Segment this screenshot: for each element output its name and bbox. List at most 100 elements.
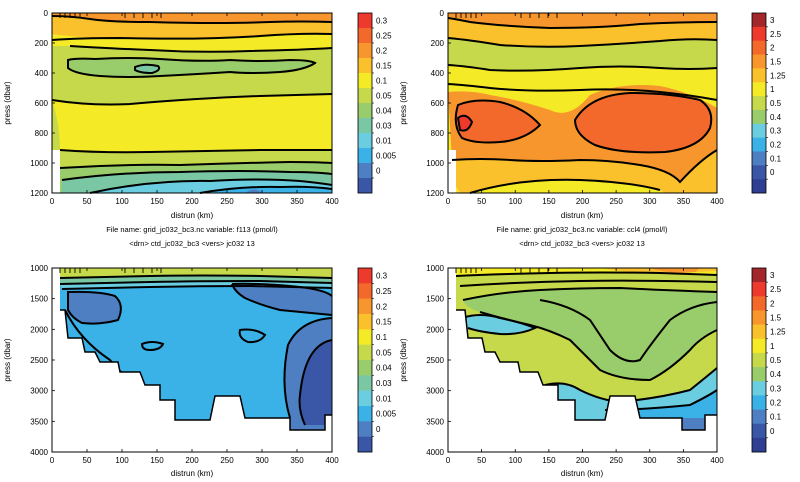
run-info-line: <drn> ctd_jc032_bc3 <vers> jc032 13: [519, 239, 645, 248]
contour-lines: [455, 271, 718, 411]
colorbar-label: 0: [376, 167, 381, 176]
colorbar-label: 1.25: [770, 328, 786, 337]
colorbar-label: 3: [770, 16, 775, 25]
x-tick-label: 150: [542, 197, 556, 206]
x-tick-label: 150: [542, 456, 556, 465]
colorbar-swatch: [358, 314, 372, 330]
colorbar-label: 0.5: [770, 99, 782, 108]
colorbar-label: 0.25: [376, 287, 392, 296]
y-tick-label: 1000: [30, 264, 48, 273]
x-axis-label: distrun (km): [561, 211, 604, 220]
band-2-west: [455, 100, 540, 143]
y-tick-label: 1000: [426, 264, 444, 273]
colorbar-label: 0.05: [376, 348, 392, 357]
colorbar-swatch: [752, 381, 766, 396]
x-tick-label: 400: [325, 197, 339, 206]
colorbar-label: 0: [770, 427, 775, 436]
contour-lines: [51, 15, 333, 194]
colorbar-label: 0.3: [376, 17, 388, 26]
x-tick-label: 100: [115, 197, 129, 206]
colorbar-swatch: [358, 283, 372, 299]
colorbar-swatch: [752, 367, 766, 382]
x-tick-label: 150: [150, 456, 164, 465]
colorbar-label: 0.01: [376, 137, 392, 146]
colorbar-label: 0.15: [376, 62, 392, 71]
y-axis-label: press (dbar): [399, 338, 408, 381]
y-axis-label: press (dbar): [3, 81, 12, 124]
colorbar-label: 0.01: [376, 394, 392, 403]
colorbar-swatch: [358, 73, 372, 89]
contour-fill: [448, 13, 717, 193]
band-0.1-mid: [52, 94, 332, 153]
colorbar-label: 1: [770, 85, 775, 94]
x-tick-label: 0: [50, 456, 55, 465]
bathymetry-mask: [52, 268, 332, 452]
x-tick-label: 400: [325, 456, 339, 465]
colorbar-swatch: [358, 88, 372, 104]
colorbar-swatch: [752, 282, 766, 297]
colorbar-label: 0.2: [770, 141, 782, 150]
colorbar-swatch: [752, 137, 766, 152]
x-tick-label: 0: [446, 456, 451, 465]
colorbar-swatch: [752, 40, 766, 55]
y-tick-label: 600: [35, 99, 49, 108]
colorbar-label: 0.4: [770, 113, 782, 122]
x-tick-label: 250: [609, 197, 623, 206]
y-tick-label: 2500: [30, 356, 48, 365]
colorbar: 3 2.5 2 1.5 1.25 1 0.5 0.4 0.3 0.2 0.1 0: [751, 12, 786, 194]
colorbar-swatch: [358, 406, 372, 422]
x-tick-label: 50: [477, 456, 486, 465]
x-tick-label: 400: [710, 456, 724, 465]
y-tick-label: 3000: [30, 387, 48, 396]
colorbar-swatch: [358, 163, 372, 179]
colorbar-label: 0.2: [770, 398, 782, 407]
x-tick-label: 350: [677, 197, 691, 206]
colorbar-label: 0.03: [376, 379, 392, 388]
bathymetry-line: [456, 309, 717, 431]
contour-fill: [456, 268, 717, 430]
band-0.3-west: [462, 315, 535, 335]
contour-fill: [60, 268, 332, 430]
colorbar-frame: [751, 12, 767, 194]
x-axis-label: distrun (km): [171, 211, 214, 220]
colorbar-swatch: [752, 96, 766, 111]
y-tick-label: 1000: [30, 159, 48, 168]
y-tick-label: 1200: [30, 189, 48, 198]
bathymetry-mask: [448, 268, 717, 452]
colorbar-swatch: [358, 436, 372, 453]
y-tick-label: 0: [440, 9, 445, 18]
colorbar-label: 0.2: [376, 302, 388, 311]
colorbar-swatch: [752, 437, 766, 453]
band-0.03: [135, 64, 160, 73]
x-axis-label: distrun (km): [561, 469, 604, 478]
colorbar-label: 0.3: [376, 272, 388, 281]
x-tick-label: 100: [509, 456, 523, 465]
band-0-spot: [245, 189, 262, 193]
x-tick-label: 100: [509, 197, 523, 206]
colorbar-label: 2.5: [770, 30, 782, 39]
colorbar-label: 0.3: [770, 127, 782, 136]
colorbar-label: 0.1: [770, 154, 782, 163]
colorbar-swatch: [358, 148, 372, 164]
colorbar-label: 2: [770, 299, 775, 308]
colorbar: 0.3 0.25 0.2 0.15 0.1 0.05 0.04 0.03 0.01 0.005 0: [357, 12, 397, 194]
colorbar-label: 1.25: [770, 71, 786, 80]
band-2-east: [575, 93, 712, 153]
colorbar-swatch: [358, 298, 372, 315]
run-info-line: <drn> ctd_jc032_bc3 <vers> jc032 13: [129, 239, 255, 248]
colorbar-swatch: [752, 409, 766, 424]
colorbar-swatch: [358, 329, 372, 345]
x-tick-label: 100: [115, 456, 129, 465]
colorbar-swatch: [358, 118, 372, 134]
colorbar-label: 0.04: [376, 107, 392, 116]
contour-lines: [59, 274, 333, 426]
colorbar-swatch: [358, 13, 372, 29]
y-tick-label: 1500: [426, 295, 444, 304]
panel-top-right: 0 50 100 150 200 250 300 350 400 020040060080010…: [399, 9, 786, 248]
colorbar-swatch: [358, 421, 372, 437]
colorbar-frame: [751, 267, 767, 453]
colorbar-swatch: [358, 268, 372, 284]
y-tick-label: 4000: [30, 448, 48, 457]
y-axis-label: press (dbar): [3, 338, 12, 381]
